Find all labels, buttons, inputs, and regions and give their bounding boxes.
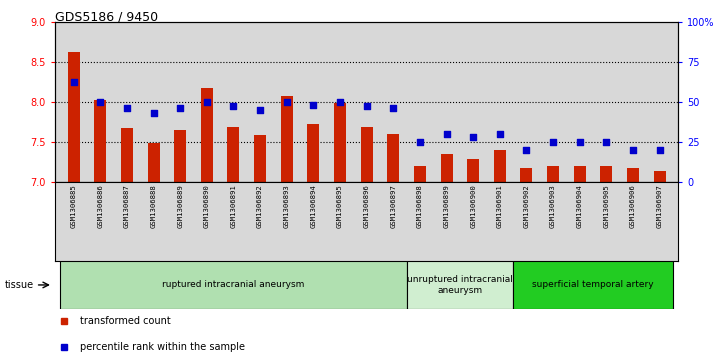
Point [414,139,426,144]
Bar [627,168,639,182]
Text: GSM1306900: GSM1306900 [471,184,476,228]
Bar [228,127,239,182]
Bar [547,166,559,182]
Text: GSM1306896: GSM1306896 [363,184,370,228]
Bar [281,96,293,182]
Bar [441,154,453,182]
Point [334,99,346,105]
Point [521,147,532,152]
Point [254,107,266,113]
Point [228,103,239,109]
Text: GSM1306904: GSM1306904 [577,184,583,228]
Bar [60,261,406,309]
Text: GSM1306898: GSM1306898 [417,184,423,228]
Text: transformed count: transformed count [80,316,171,326]
Text: GSM1306892: GSM1306892 [257,184,263,228]
Text: GSM1306906: GSM1306906 [630,184,636,228]
Text: GSM1306890: GSM1306890 [203,184,210,228]
Point [441,131,452,136]
Text: unruptured intracranial
aneurysm: unruptured intracranial aneurysm [407,275,513,295]
Bar [387,134,399,182]
Bar [361,127,373,182]
Bar [201,88,213,182]
Bar [254,135,266,182]
Bar [174,130,186,182]
Point [574,139,585,144]
Bar [121,128,133,182]
Bar [574,166,585,182]
Bar [406,261,513,309]
Bar [334,103,346,182]
Point [628,147,639,152]
Point [201,99,213,105]
Bar [94,100,106,182]
Text: GSM1306887: GSM1306887 [124,184,130,228]
Bar [68,52,80,181]
Point [468,134,479,140]
Text: superficial temporal artery: superficial temporal artery [532,281,654,289]
Point [388,105,399,111]
Text: tissue: tissue [5,280,34,290]
Point [94,99,106,105]
Text: GSM1306907: GSM1306907 [657,184,663,228]
Point [361,103,373,109]
Text: GDS5186 / 9450: GDS5186 / 9450 [55,11,158,24]
Bar [494,150,506,182]
Bar [653,171,665,182]
Point [148,110,159,116]
Point [68,79,79,85]
Text: GSM1306885: GSM1306885 [71,184,76,228]
Text: GSM1306894: GSM1306894 [311,184,316,228]
Point [600,139,612,144]
Text: GSM1306895: GSM1306895 [337,184,343,228]
Text: GSM1306886: GSM1306886 [97,184,104,228]
Bar [513,261,673,309]
Text: GSM1306889: GSM1306889 [177,184,183,228]
Bar [148,143,159,182]
Bar [307,124,319,182]
Point [308,102,319,108]
Bar [600,166,613,182]
Bar [467,159,479,182]
Point [174,105,186,111]
Bar [521,168,533,182]
Text: ruptured intracranial aneurysm: ruptured intracranial aneurysm [162,281,305,289]
Text: GSM1306905: GSM1306905 [603,184,609,228]
Point [494,131,506,136]
Bar [414,166,426,182]
Text: GSM1306891: GSM1306891 [231,184,236,228]
Point [121,105,133,111]
Point [548,139,559,144]
Point [654,147,665,152]
Point [281,99,293,105]
Text: GSM1306893: GSM1306893 [283,184,290,228]
Text: GSM1306902: GSM1306902 [523,184,530,228]
Text: GSM1306899: GSM1306899 [443,184,450,228]
Text: GSM1306888: GSM1306888 [151,184,156,228]
Text: GSM1306903: GSM1306903 [550,184,556,228]
Text: percentile rank within the sample: percentile rank within the sample [80,342,245,352]
Text: GSM1306897: GSM1306897 [391,184,396,228]
Text: GSM1306901: GSM1306901 [497,184,503,228]
